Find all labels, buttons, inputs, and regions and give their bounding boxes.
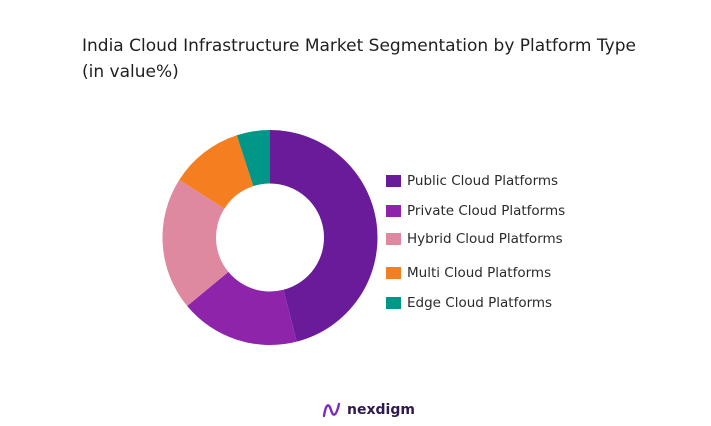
chart-title: India Cloud Infrastructure Market Segmen… bbox=[82, 36, 636, 82]
slice-private-cloud-platforms bbox=[187, 271, 297, 345]
legend-label: Private Cloud Platforms bbox=[407, 203, 566, 219]
legend-swatch bbox=[386, 175, 401, 187]
nexdigm-logo: nexdigm bbox=[322, 401, 415, 419]
legend-label: Multi Cloud Platforms bbox=[407, 265, 552, 281]
legend-swatch bbox=[386, 267, 401, 279]
slice-multi-cloud-platforms bbox=[179, 135, 254, 209]
slice-public-cloud-platforms bbox=[270, 130, 378, 342]
legend-label: Public Cloud Platforms bbox=[407, 173, 559, 189]
legend-label: Edge Cloud Platforms bbox=[407, 295, 553, 311]
legend-label: Hybrid Cloud Platforms bbox=[407, 231, 563, 247]
legend-swatch bbox=[386, 205, 401, 217]
slice-edge-cloud-platforms bbox=[236, 130, 270, 187]
legend-item: Private Cloud Platforms bbox=[386, 203, 565, 219]
legend-item: Edge Cloud Platforms bbox=[386, 295, 552, 311]
logo-text: nexdigm bbox=[347, 402, 415, 418]
slice-hybrid-cloud-platforms bbox=[162, 179, 229, 307]
legend-item: Multi Cloud Platforms bbox=[386, 265, 551, 281]
legend-item: Public Cloud Platforms bbox=[386, 173, 558, 189]
logo-icon bbox=[322, 402, 341, 418]
legend-swatch bbox=[386, 233, 401, 245]
legend-swatch bbox=[386, 297, 401, 309]
legend-item: Hybrid Cloud Platforms bbox=[386, 231, 563, 247]
